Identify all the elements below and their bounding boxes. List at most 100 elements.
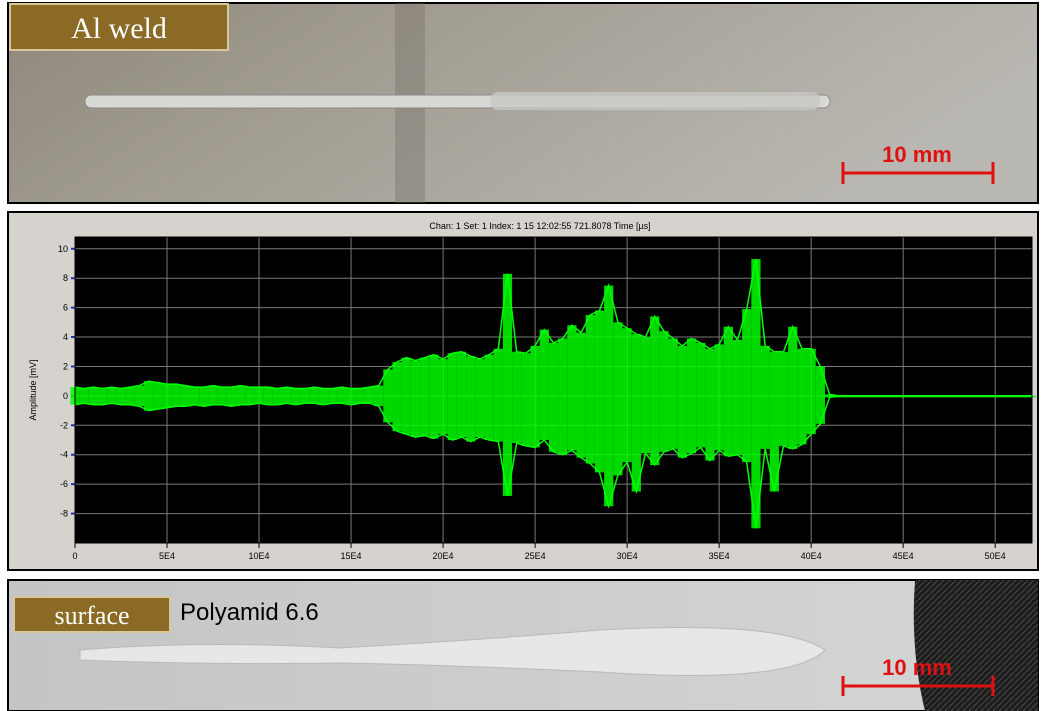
signal-band	[264, 387, 273, 405]
x-tick-label: 40E4	[801, 551, 822, 561]
photo-label: surface	[54, 601, 129, 630]
scale-label: 10 mm	[882, 655, 952, 680]
signal-band	[521, 353, 530, 446]
signal-band	[733, 340, 742, 455]
signal-band	[98, 389, 107, 405]
signal-band	[383, 369, 392, 422]
signal-band	[420, 358, 429, 436]
signal-band	[116, 389, 125, 405]
signal-band	[429, 355, 438, 439]
x-tick-label: 20E4	[433, 551, 454, 561]
x-tick-label: 5E4	[159, 551, 175, 561]
signal-band	[457, 352, 466, 437]
x-tick-label: 10E4	[249, 551, 270, 561]
figure: Al weld 10 mm Chan: 1 Set: 1 Index: 1 15…	[0, 0, 1046, 711]
signal-band	[126, 387, 135, 405]
signal-band	[172, 384, 181, 406]
signal-band	[540, 330, 549, 440]
signal-band	[199, 387, 208, 406]
signal-band	[365, 387, 374, 403]
scale-label: 10 mm	[882, 142, 952, 167]
signal-band	[549, 343, 558, 452]
signal-band	[742, 309, 751, 462]
y-tick-label: -6	[60, 479, 68, 489]
signal-band	[797, 349, 806, 445]
x-tick-label: 0	[72, 551, 77, 561]
y-tick-label: 6	[63, 303, 68, 313]
signal-band	[245, 387, 254, 405]
x-tick-label: 15E4	[341, 551, 362, 561]
signal-band	[650, 316, 659, 465]
signal-band	[218, 387, 227, 405]
x-tick-label: 30E4	[617, 551, 638, 561]
signal-band	[715, 344, 724, 450]
signal-band	[586, 315, 595, 464]
signal-band	[632, 334, 641, 491]
signal-band	[696, 343, 705, 447]
signal-band	[300, 389, 309, 404]
signal-band	[291, 389, 300, 405]
x-tick-label: 45E4	[893, 551, 914, 561]
signal-band	[659, 331, 668, 452]
y-axis-label: Amplitude [mV]	[28, 359, 38, 420]
y-tick-label: 0	[63, 391, 68, 401]
signal-band	[273, 389, 282, 405]
signal-band	[208, 386, 217, 405]
x-tick-label: 35E4	[709, 551, 730, 561]
signal-band	[107, 387, 116, 403]
photo-label: Al weld	[71, 12, 167, 45]
x-tick-label: 25E4	[525, 551, 546, 561]
chart-title: Chan: 1 Set: 1 Index: 1 15 12:02:55 721.…	[429, 221, 650, 231]
signal-band	[613, 322, 622, 475]
signal-band	[475, 359, 484, 437]
signal-band	[669, 339, 678, 449]
signal-band	[448, 353, 457, 440]
signal-band	[438, 359, 447, 434]
signal-band	[89, 387, 98, 405]
signal-band	[181, 386, 190, 407]
y-tick-label: 2	[63, 361, 68, 371]
signal-band	[135, 386, 144, 407]
signal-band	[392, 362, 401, 431]
signal-band	[411, 361, 420, 438]
signal-band	[705, 349, 714, 461]
signal-band	[604, 286, 613, 507]
y-tick-label: 8	[63, 273, 68, 283]
signal-band	[484, 355, 493, 440]
signal-band	[310, 387, 319, 403]
signal-band	[623, 328, 632, 462]
signal-band	[807, 349, 816, 434]
signal-band	[595, 311, 604, 473]
signal-band	[346, 389, 355, 405]
signal-band	[162, 384, 171, 408]
signal-band	[494, 349, 503, 442]
signal-band	[466, 356, 475, 441]
y-tick-label: 10	[58, 244, 68, 254]
signal-band	[558, 339, 567, 455]
signal-band	[641, 337, 650, 453]
signal-band	[328, 389, 337, 404]
y-tick-label: -2	[60, 420, 68, 430]
signal-band	[282, 387, 291, 403]
y-tick-label: 4	[63, 332, 68, 342]
signal-band	[751, 259, 760, 528]
signal-band	[512, 352, 521, 443]
signal-band	[254, 387, 263, 403]
signal-band	[761, 346, 770, 449]
signal-band	[788, 327, 797, 449]
signal-band	[687, 339, 696, 454]
y-tick-label: -4	[60, 450, 68, 460]
signal-band	[356, 389, 365, 404]
signal-band	[337, 387, 346, 403]
signal-band	[144, 381, 153, 410]
signal-band	[374, 386, 383, 407]
signal-band	[402, 358, 411, 435]
signal-band	[319, 389, 328, 405]
signal-band	[530, 346, 539, 448]
photo-caption: Polyamid 6.6	[180, 599, 319, 626]
signal-band	[153, 383, 162, 409]
signal-band	[80, 389, 89, 404]
signal-band	[567, 325, 576, 450]
y-tick-label: -8	[60, 509, 68, 519]
x-tick-label: 50E4	[985, 551, 1006, 561]
